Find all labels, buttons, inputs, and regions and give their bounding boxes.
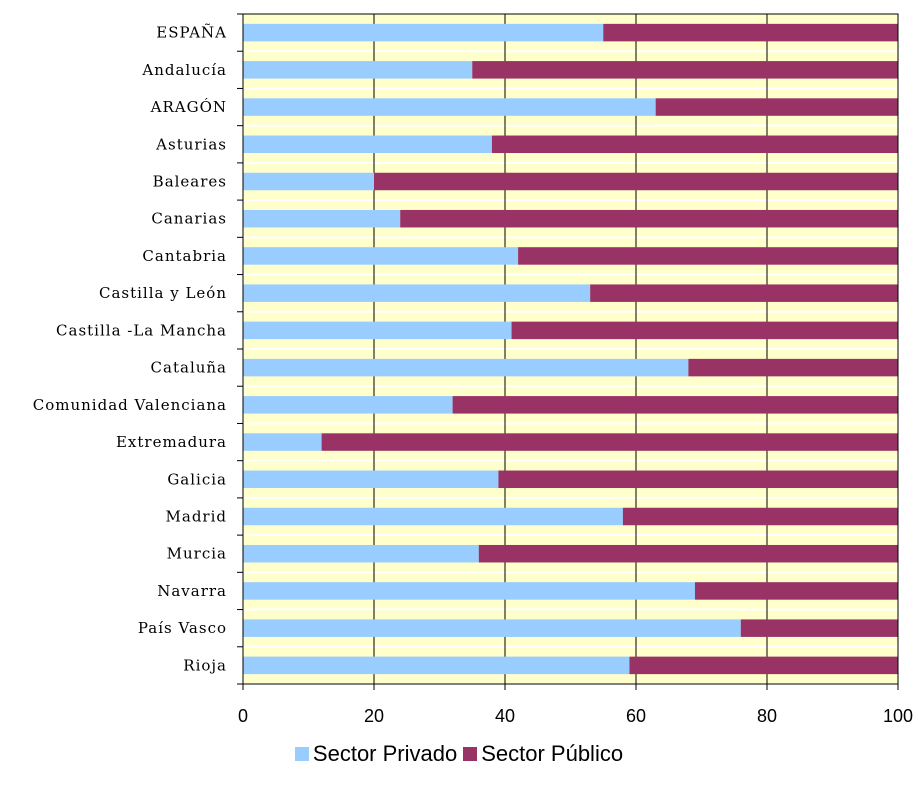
bar-sector-publico-castilla-la-mancha — [511, 321, 898, 340]
bar-sector-publico-galicia — [498, 470, 898, 489]
category-label-extremadura: Extremadura — [116, 433, 227, 451]
row-separator — [243, 50, 898, 53]
category-labels: ESPAÑA Andalucía ARAGÓN Asturias Baleares Can… — [33, 24, 227, 675]
category-label-espana: ESPAÑA — [156, 24, 227, 42]
row-separator — [243, 161, 898, 164]
x-tick-labels: 0 20 40 60 80 100 — [238, 706, 913, 726]
plot-area — [243, 14, 898, 685]
bar-sector-publico-castilla-y-leon — [590, 284, 898, 302]
row-separator — [243, 199, 898, 202]
row-separator — [243, 87, 898, 90]
bar-sector-privado-pais-vasco — [243, 619, 741, 637]
bar-sector-privado-murcia — [243, 544, 479, 563]
bar-sector-privado-galicia — [243, 470, 499, 489]
bar-sector-publico-baleares — [374, 172, 898, 191]
bar-sector-privado-andalucia — [243, 61, 473, 79]
row-separator — [243, 608, 898, 611]
row-separator — [243, 534, 898, 537]
x-tick-label-40: 40 — [495, 706, 515, 726]
legend-swatch-sector-publico — [463, 747, 478, 761]
bar-sector-privado-rioja — [243, 656, 630, 675]
bar-sector-publico-pais-vasco — [740, 619, 898, 637]
category-label-cantabria: Cantabria — [142, 247, 227, 265]
bar-sector-privado-castilla-y-leon — [243, 284, 591, 302]
axes — [237, 13, 899, 690]
bar-sector-publico-cataluna — [688, 358, 898, 377]
bar-sector-privado-baleares — [243, 172, 374, 191]
row-separator — [243, 385, 898, 388]
category-label-rioja: Rioja — [183, 656, 227, 674]
category-label-murcia: Murcia — [167, 545, 227, 563]
category-label-cataluna: Cataluña — [151, 359, 227, 377]
bar-sector-publico-extremadura — [321, 433, 899, 451]
legend-label-sector-privado: Sector Privado — [312, 741, 458, 766]
x-tick-label-60: 60 — [626, 706, 646, 726]
bar-sector-publico-murcia — [478, 544, 898, 563]
bar-sector-publico-andalucia — [472, 61, 898, 79]
row-separator — [243, 273, 898, 276]
row-separator — [243, 310, 898, 313]
bar-sector-privado-cantabria — [243, 247, 519, 265]
category-label-madrid: Madrid — [166, 508, 227, 526]
legend: Sector Privado Sector Público — [0, 736, 918, 772]
bar-sector-publico-rioja — [629, 656, 898, 675]
bar-sector-privado-espana — [243, 23, 604, 42]
bar-sector-publico-asturias — [491, 135, 898, 154]
row-separator — [243, 422, 898, 425]
category-label-comunidad-valenciana: Comunidad Valenciana — [33, 396, 227, 414]
bar-sector-privado-navarra — [243, 582, 695, 600]
row-separator — [243, 124, 898, 127]
category-label-galicia: Galicia — [167, 470, 227, 488]
category-label-canarias: Canarias — [151, 210, 227, 228]
bar-sector-publico-espana — [603, 23, 898, 42]
category-label-castilla-la-mancha: Castilla -La Mancha — [56, 321, 227, 339]
bars — [243, 23, 899, 675]
legend-label-sector-publico: Sector Público — [481, 741, 624, 766]
category-label-andalucia: Andalucía — [141, 61, 227, 79]
x-tick-label-100: 100 — [883, 706, 913, 726]
row-separator — [243, 459, 898, 462]
row-separator — [243, 645, 898, 648]
category-label-baleares: Baleares — [153, 173, 227, 191]
row-separator — [243, 571, 898, 574]
bar-sector-publico-madrid — [622, 507, 898, 526]
row-separator — [243, 496, 898, 499]
bar-sector-privado-canarias — [243, 209, 401, 228]
legend-item-sector-privado: Sector Privado — [294, 741, 458, 767]
grid-lines — [373, 14, 768, 684]
bar-sector-publico-aragon — [655, 98, 898, 116]
bar-sector-privado-comunidad-valenciana — [243, 396, 453, 414]
bar-sector-privado-aragon — [243, 98, 656, 116]
bar-sector-privado-extremadura — [243, 433, 322, 451]
x-tick-label-80: 80 — [757, 706, 777, 726]
bar-sector-privado-asturias — [243, 135, 492, 154]
legend-swatch-sector-privado — [294, 747, 309, 761]
bar-sector-privado-castilla-la-mancha — [243, 321, 512, 340]
row-separator — [243, 348, 898, 350]
bar-sector-publico-comunidad-valenciana — [452, 396, 898, 414]
x-tick-label-20: 20 — [364, 706, 384, 726]
category-label-pais-vasco: País Vasco — [138, 619, 227, 637]
category-label-castilla-y-leon: Castilla y León — [99, 284, 227, 302]
category-label-asturias: Asturias — [155, 135, 227, 153]
bar-sector-publico-navarra — [694, 582, 898, 600]
legend-item-sector-publico: Sector Público — [463, 741, 623, 767]
category-label-navarra: Navarra — [157, 582, 227, 600]
bar-sector-publico-cantabria — [518, 247, 898, 265]
category-label-aragon: ARAGÓN — [150, 98, 227, 116]
bar-sector-publico-canarias — [400, 209, 898, 228]
row-separator — [243, 236, 898, 239]
x-tick-label-0: 0 — [238, 706, 248, 726]
bar-sector-privado-madrid — [243, 507, 623, 526]
bar-sector-privado-cataluna — [243, 358, 689, 377]
